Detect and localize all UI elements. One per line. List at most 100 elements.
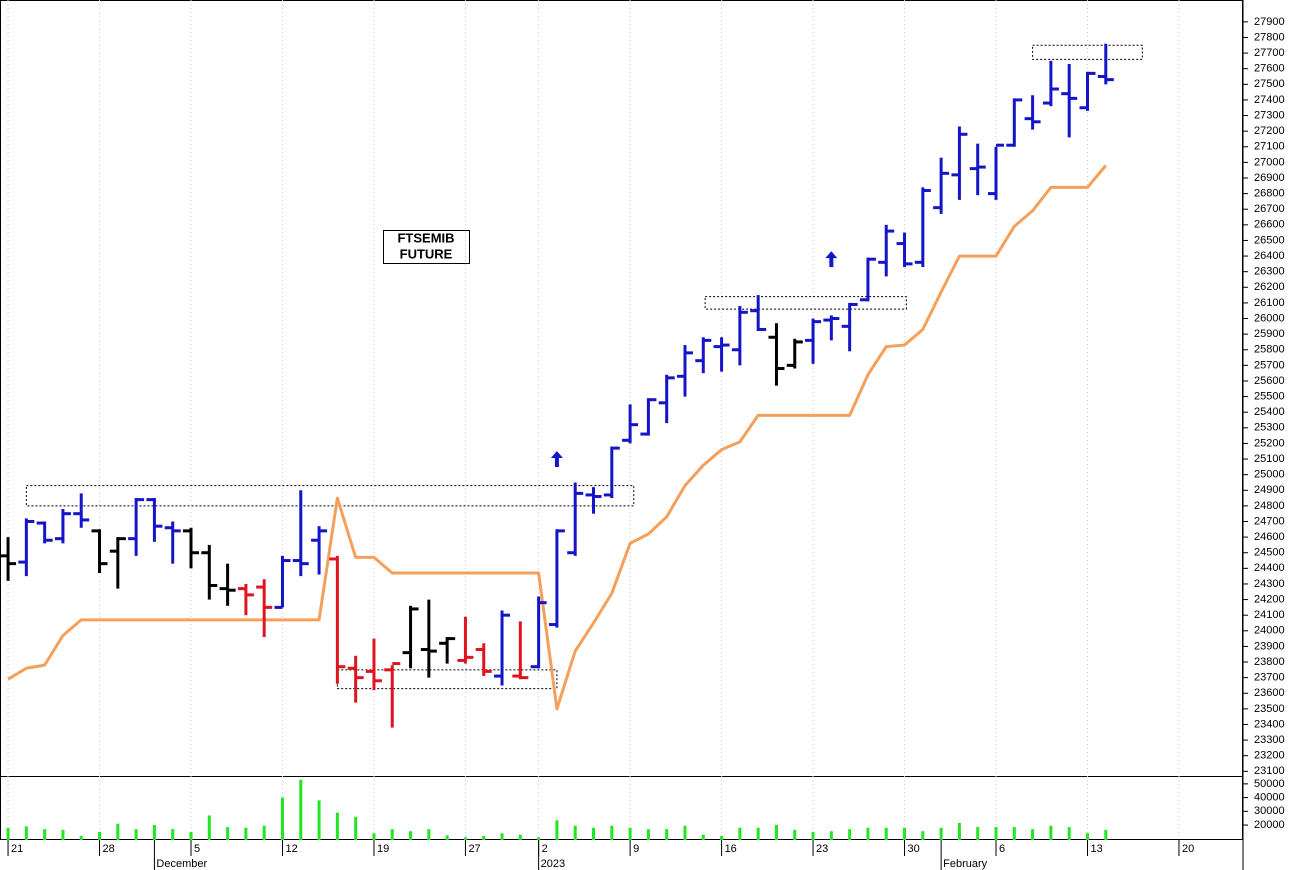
price-frame — [0, 0, 1243, 777]
y-tick-label: 27700 — [1254, 47, 1285, 59]
volume-bar — [903, 827, 907, 840]
x-tick-label: 30 — [908, 843, 920, 855]
x-tick-label: 16 — [725, 843, 737, 855]
y-tick-label: 25400 — [1254, 406, 1285, 418]
y-tick-label: 24400 — [1254, 562, 1285, 574]
y-tick-label: 25100 — [1254, 453, 1285, 465]
volume-tick-label: 50000 — [1254, 778, 1285, 790]
stop-line — [7, 164, 1107, 711]
volume-bar — [98, 831, 102, 840]
y-tick-label: 25600 — [1254, 375, 1285, 387]
volume-bar — [537, 837, 541, 840]
volume-bar — [6, 827, 10, 840]
x-tick-label: 28 — [103, 843, 115, 855]
month-label: 2023 — [541, 858, 565, 870]
y-tick-label: 26700 — [1254, 203, 1285, 215]
volume-bar — [866, 827, 870, 840]
volume-tick-label: 30000 — [1254, 805, 1285, 817]
volume-bar — [976, 827, 980, 840]
volume-bar — [372, 833, 376, 840]
volume-bar — [829, 831, 833, 840]
volume-bar — [1031, 829, 1035, 840]
x-tick-label: 9 — [633, 843, 639, 855]
y-tick-label: 27800 — [1254, 31, 1285, 43]
volume-bar — [207, 815, 211, 840]
y-tick-label: 23800 — [1254, 656, 1285, 668]
y-tick-label: 26300 — [1254, 266, 1285, 278]
zone-box — [1032, 44, 1143, 60]
volume-bar — [244, 827, 248, 840]
y-tick-label: 27200 — [1254, 125, 1285, 137]
volume-bar — [61, 829, 65, 840]
volume-bar — [738, 827, 742, 840]
chart-title: FUTURE — [400, 246, 453, 261]
volume-bar — [665, 829, 669, 840]
y-tick-label: 23400 — [1254, 718, 1285, 730]
y-tick-label: 23900 — [1254, 640, 1285, 652]
volume-bar — [921, 831, 925, 840]
zone-box — [25, 485, 635, 507]
volume-bar — [957, 822, 961, 840]
x-tick-label: 23 — [816, 843, 828, 855]
y-tick-label: 27600 — [1254, 63, 1285, 75]
volume-bar — [811, 831, 815, 840]
y-tick-label: 27900 — [1254, 16, 1285, 28]
x-tick-label: 19 — [377, 843, 389, 855]
volume-bar — [482, 836, 486, 840]
x-tick-label: 21 — [11, 843, 23, 855]
volume-bar — [500, 833, 504, 840]
y-tick-label: 26800 — [1254, 188, 1285, 200]
x-tick-label: 13 — [1090, 843, 1102, 855]
signal-arrow — [550, 451, 563, 468]
volume-bar — [592, 827, 596, 840]
y-tick-label: 23100 — [1254, 765, 1285, 777]
volume-bar — [445, 835, 449, 840]
y-tick-label: 23300 — [1254, 734, 1285, 746]
volume-bar — [1104, 829, 1108, 840]
y-tick-label: 26900 — [1254, 172, 1285, 184]
volume-bar — [171, 829, 175, 840]
volume-bar — [573, 825, 577, 840]
x-tick-label: 5 — [194, 843, 200, 855]
volume-bar — [390, 829, 394, 840]
volume-bar — [1085, 833, 1089, 840]
volume-bar — [354, 816, 358, 840]
y-tick-label: 27400 — [1254, 94, 1285, 106]
volume-bar — [610, 825, 614, 840]
y-tick-label: 26400 — [1254, 250, 1285, 262]
volume-bar — [299, 779, 303, 840]
month-label: February — [943, 858, 988, 870]
y-tick-label: 24900 — [1254, 484, 1285, 496]
y-tick-label: 24500 — [1254, 547, 1285, 559]
y-tick-label: 27300 — [1254, 109, 1285, 121]
y-tick-label: 26600 — [1254, 219, 1285, 231]
x-tick-label: 6 — [999, 843, 1005, 855]
x-tick-label: 12 — [285, 843, 297, 855]
volume-bar — [317, 800, 321, 840]
volume-bar — [1067, 827, 1071, 840]
x-tick-label: 27 — [468, 843, 480, 855]
volume-bar — [116, 823, 120, 840]
volume-bar — [1049, 825, 1053, 840]
y-tick-label: 25000 — [1254, 469, 1285, 481]
month-label: December — [156, 858, 207, 870]
y-tick-label: 27100 — [1254, 141, 1285, 153]
y-tick-label: 25200 — [1254, 437, 1285, 449]
y-tick-label: 26100 — [1254, 297, 1285, 309]
volume-bar — [134, 829, 138, 840]
volume-bar — [335, 812, 339, 840]
volume-bar — [43, 829, 47, 840]
x-tick-label: 2 — [542, 843, 548, 855]
volume-bar — [427, 829, 431, 840]
volume-bar — [628, 827, 632, 840]
y-tick-label: 24300 — [1254, 578, 1285, 590]
volume-bar — [555, 820, 559, 840]
y-tick-label: 24100 — [1254, 609, 1285, 621]
volume-bar — [280, 797, 284, 840]
y-tick-label: 27000 — [1254, 156, 1285, 168]
volume-bar — [884, 827, 888, 840]
signal-arrow — [825, 251, 838, 268]
volume-frame — [0, 776, 1243, 840]
